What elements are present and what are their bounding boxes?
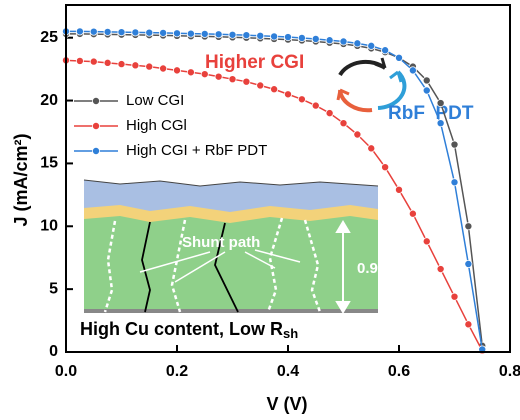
data-point bbox=[367, 41, 376, 50]
legend: Low CGI High CGl High CGI + RbF PDT bbox=[74, 92, 267, 159]
y-tick-label: 0 bbox=[49, 343, 58, 360]
data-point bbox=[89, 27, 98, 36]
data-point bbox=[159, 64, 168, 73]
data-point bbox=[117, 28, 126, 37]
legend-marker bbox=[92, 97, 101, 106]
inset-schematic: Shunt path 0.9 μm bbox=[83, 179, 405, 314]
data-point bbox=[256, 31, 265, 40]
data-point bbox=[311, 34, 320, 43]
data-point bbox=[186, 29, 195, 38]
data-point bbox=[436, 99, 445, 108]
data-point bbox=[297, 33, 306, 42]
data-point bbox=[214, 30, 223, 39]
data-point bbox=[339, 37, 348, 46]
y-axis-label: J (mA/cm²) bbox=[11, 133, 31, 226]
data-point bbox=[131, 61, 140, 70]
data-point bbox=[242, 77, 251, 86]
y-tick-label: 25 bbox=[40, 29, 58, 46]
data-point bbox=[297, 95, 306, 104]
data-point bbox=[159, 28, 168, 37]
data-point bbox=[464, 259, 473, 268]
annotation: Higher CGI bbox=[205, 52, 304, 73]
x-tick-label: 0.4 bbox=[277, 363, 299, 380]
data-point bbox=[394, 185, 403, 194]
x-tick-label: 0.8 bbox=[499, 363, 520, 380]
data-point bbox=[200, 29, 209, 38]
y-tick-label: 5 bbox=[49, 280, 58, 297]
data-point bbox=[436, 119, 445, 128]
series bbox=[62, 56, 487, 355]
y-tick-label: 15 bbox=[40, 155, 58, 172]
legend-label: High CGI + RbF PDT bbox=[126, 142, 267, 159]
data-point bbox=[270, 32, 279, 41]
data-point bbox=[339, 119, 348, 128]
data-point bbox=[242, 31, 251, 40]
data-point bbox=[450, 140, 459, 149]
data-point bbox=[422, 76, 431, 85]
data-point bbox=[75, 56, 84, 65]
data-point bbox=[353, 130, 362, 139]
data-point bbox=[103, 58, 112, 67]
data-point bbox=[131, 28, 140, 37]
data-point bbox=[450, 292, 459, 301]
series bbox=[62, 27, 487, 354]
data-point bbox=[422, 237, 431, 246]
data-point bbox=[394, 53, 403, 62]
data-point bbox=[172, 29, 181, 38]
data-point bbox=[325, 109, 334, 118]
data-point bbox=[311, 101, 320, 110]
legend-marker bbox=[92, 122, 101, 131]
data-point bbox=[381, 163, 390, 172]
data-point bbox=[103, 27, 112, 36]
data-point bbox=[145, 28, 154, 37]
data-point bbox=[172, 66, 181, 75]
data-point bbox=[89, 57, 98, 66]
data-point bbox=[75, 27, 84, 36]
data-point bbox=[408, 66, 417, 75]
x-tick-label: 0.6 bbox=[388, 363, 410, 380]
cycle-arrows bbox=[336, 57, 407, 113]
data-point bbox=[353, 39, 362, 48]
data-point bbox=[367, 144, 376, 153]
data-point bbox=[200, 70, 209, 79]
data-point bbox=[464, 222, 473, 231]
data-point bbox=[283, 90, 292, 99]
data-point bbox=[436, 265, 445, 274]
data-point bbox=[464, 320, 473, 329]
data-point bbox=[228, 30, 237, 39]
data-point bbox=[256, 81, 265, 90]
x-tick-label: 0.2 bbox=[166, 363, 188, 380]
data-point bbox=[283, 33, 292, 42]
data-point bbox=[228, 75, 237, 84]
data-point bbox=[117, 60, 126, 69]
legend-marker bbox=[92, 146, 101, 155]
x-tick-label: 0.0 bbox=[55, 363, 77, 380]
data-point bbox=[408, 209, 417, 218]
data-point bbox=[325, 36, 334, 45]
y-tick-label: 20 bbox=[40, 92, 58, 109]
data-point bbox=[422, 86, 431, 95]
data-point bbox=[381, 46, 390, 55]
data-point bbox=[450, 178, 459, 187]
legend-label: Low CGI bbox=[126, 92, 184, 109]
inset-label: 0.9 μm bbox=[357, 260, 405, 277]
data-point bbox=[214, 72, 223, 81]
legend-label: High CGl bbox=[126, 117, 187, 134]
annotation: RbF PDT bbox=[388, 103, 474, 124]
y-tick-label: 10 bbox=[40, 217, 58, 234]
data-point bbox=[270, 85, 279, 94]
inset-label: Shunt path bbox=[182, 234, 260, 251]
inset-caption: High Cu content, Low Rsh bbox=[80, 319, 298, 342]
data-point bbox=[145, 62, 154, 71]
data-point bbox=[186, 68, 195, 77]
plot-frame bbox=[65, 4, 511, 353]
x-axis-label: V (V) bbox=[266, 394, 307, 414]
